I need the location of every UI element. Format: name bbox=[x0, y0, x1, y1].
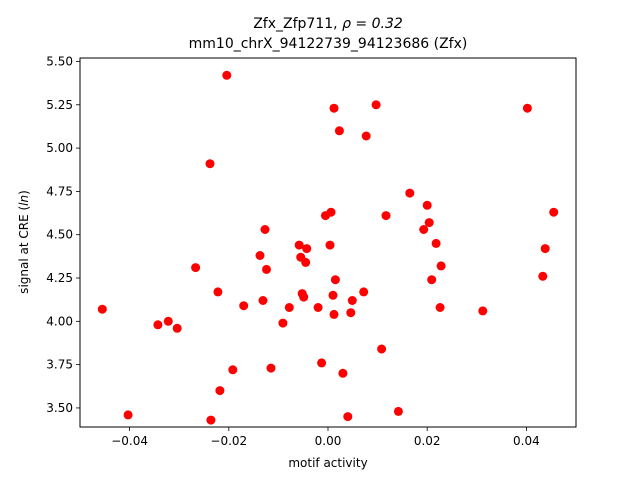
data-point bbox=[381, 211, 391, 221]
y-axis-ticks: 3.50 3.75 4.00 4.25 4.50 4.75 5.00 5.25 5.50 bbox=[46, 54, 80, 415]
data-point bbox=[215, 386, 225, 396]
data-point bbox=[284, 303, 294, 312]
data-point bbox=[325, 240, 335, 250]
data-point bbox=[371, 100, 381, 110]
x-tick-label: −0.04 bbox=[111, 434, 148, 448]
y-tick-label: 4.50 bbox=[46, 228, 73, 242]
data-point bbox=[346, 308, 356, 318]
data-point bbox=[294, 240, 304, 250]
data-point bbox=[266, 363, 276, 373]
y-axis-title-ln: ln bbox=[17, 195, 31, 206]
data-point bbox=[260, 225, 270, 234]
data-point bbox=[334, 126, 344, 136]
data-point bbox=[326, 207, 336, 217]
data-point bbox=[206, 415, 216, 425]
data-point bbox=[255, 251, 265, 260]
x-axis-ticks: −0.04 −0.02 0.00 0.02 0.04 bbox=[111, 427, 540, 448]
data-point bbox=[549, 207, 559, 217]
x-tick-label: 0.00 bbox=[315, 434, 342, 448]
y-axis-title-suffix: ) bbox=[17, 190, 31, 195]
data-point bbox=[522, 103, 532, 113]
data-point bbox=[299, 292, 309, 302]
data-point bbox=[313, 303, 323, 312]
y-tick-label: 4.75 bbox=[46, 184, 73, 198]
data-point bbox=[329, 103, 339, 113]
data-point bbox=[262, 264, 271, 274]
y-tick-label: 3.50 bbox=[46, 401, 73, 415]
data-point bbox=[228, 365, 238, 375]
data-point bbox=[424, 218, 434, 228]
x-tick-label: −0.02 bbox=[210, 434, 247, 448]
data-point bbox=[163, 316, 173, 326]
y-tick-label: 4.25 bbox=[46, 271, 73, 285]
data-point bbox=[239, 301, 249, 311]
data-point bbox=[347, 296, 357, 305]
chart-title-gene-pair: Zfx_Zfp711, bbox=[253, 16, 342, 32]
data-point bbox=[278, 318, 288, 328]
data-point bbox=[338, 368, 348, 378]
data-point bbox=[393, 406, 403, 416]
data-point bbox=[361, 131, 371, 141]
data-point bbox=[427, 275, 437, 285]
data-point bbox=[153, 320, 163, 330]
x-axis-title: motif activity bbox=[288, 456, 367, 470]
y-tick-label: 5.50 bbox=[46, 54, 73, 68]
data-point bbox=[97, 304, 107, 314]
data-point bbox=[328, 290, 338, 300]
data-point bbox=[330, 275, 340, 285]
data-point bbox=[377, 344, 387, 354]
y-tick-label: 3.75 bbox=[46, 358, 73, 372]
data-point bbox=[222, 70, 232, 80]
data-point bbox=[436, 261, 446, 271]
data-point bbox=[431, 238, 441, 248]
data-point bbox=[213, 287, 223, 297]
data-point bbox=[419, 225, 429, 234]
y-tick-label: 5.00 bbox=[46, 141, 73, 155]
data-point bbox=[478, 306, 488, 316]
data-point bbox=[540, 244, 550, 254]
data-point bbox=[435, 303, 445, 312]
data-point bbox=[172, 323, 182, 333]
data-point bbox=[343, 412, 353, 422]
data-point bbox=[405, 188, 415, 198]
data-points bbox=[97, 70, 559, 425]
y-axis-title: signal at CRE (ln) bbox=[17, 190, 31, 294]
x-tick-label: 0.04 bbox=[513, 434, 540, 448]
y-tick-label: 5.25 bbox=[46, 98, 73, 112]
data-point bbox=[538, 271, 548, 281]
y-tick-label: 4.00 bbox=[46, 314, 73, 328]
data-point bbox=[422, 200, 432, 210]
y-axis-title-prefix: signal at CRE ( bbox=[17, 206, 31, 294]
data-point bbox=[258, 296, 268, 305]
chart-title-line2: mm10_chrX_94122739_94123686 (Zfx) bbox=[189, 36, 468, 52]
data-point bbox=[301, 257, 311, 267]
data-point bbox=[191, 263, 201, 273]
data-point bbox=[205, 159, 215, 169]
data-point bbox=[302, 244, 312, 254]
data-point bbox=[317, 358, 327, 368]
data-point bbox=[123, 410, 133, 420]
data-point bbox=[329, 309, 339, 319]
chart-title-line1: Zfx_Zfp711, ρ = 0.32 bbox=[253, 16, 403, 32]
chart-title-rho: ρ = 0.32 bbox=[342, 16, 403, 32]
data-point bbox=[359, 287, 369, 297]
x-tick-label: 0.02 bbox=[414, 434, 441, 448]
